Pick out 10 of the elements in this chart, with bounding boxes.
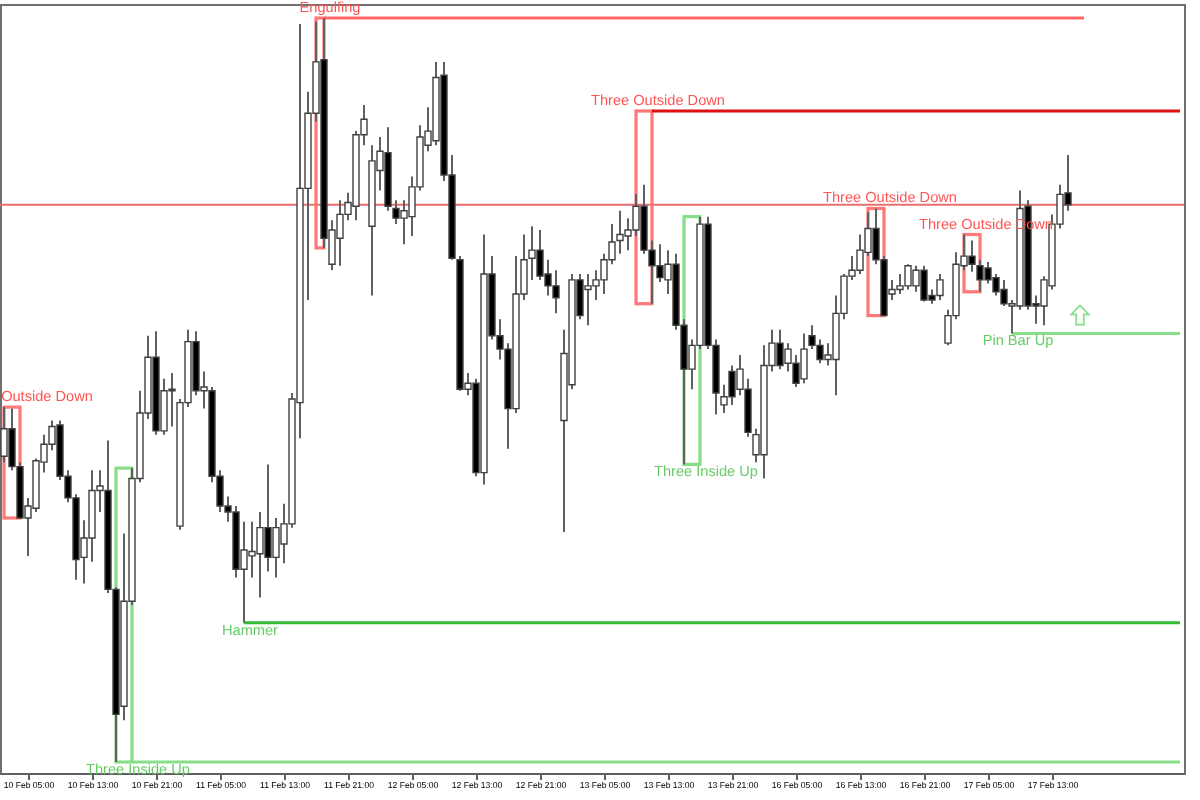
candlestick (912, 264, 920, 293)
candlestick (936, 272, 944, 301)
candlestick (584, 272, 592, 327)
candlestick (800, 332, 808, 385)
candlestick (920, 264, 928, 303)
candlestick (776, 328, 784, 371)
candlestick (336, 199, 344, 267)
candlestick (896, 272, 904, 296)
candlestick (904, 263, 912, 291)
candlestick (256, 511, 264, 599)
